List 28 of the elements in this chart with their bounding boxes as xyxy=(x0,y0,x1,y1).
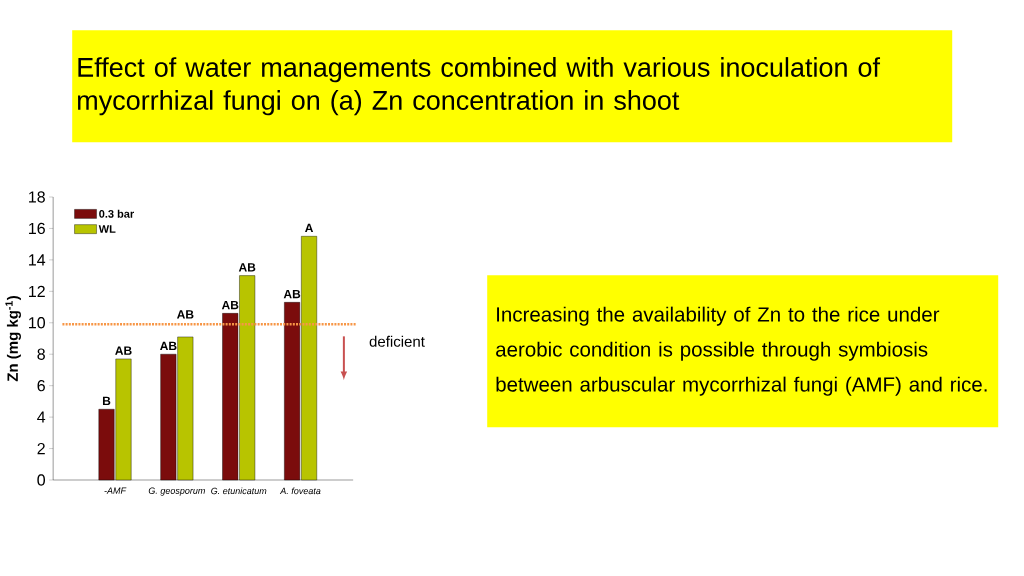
y-axis-title: Zn (mg kg$^{-1}$) xyxy=(5,296,21,382)
x-tick-label: G. geosporum xyxy=(148,487,205,496)
annotation: B xyxy=(102,396,111,406)
y-tick-label: 2 xyxy=(37,442,45,455)
x-tick-label: A. foveata xyxy=(279,487,321,495)
annotation: AB xyxy=(238,263,256,272)
y-tick-label: 6 xyxy=(37,380,45,392)
annotation: AB xyxy=(283,289,301,299)
annotation: A xyxy=(305,223,314,233)
x-tick-label: G. etunicatum xyxy=(211,487,267,495)
y-tick-label: 16 xyxy=(29,222,45,235)
y-tick-label: 10 xyxy=(29,317,45,329)
text: Effect of water managements combined with various inoculation of mycorrhizal fungi on (a) Zn concentration in shoot xyxy=(78,57,881,116)
annotation: AB xyxy=(160,341,177,351)
annotation: AB xyxy=(115,346,132,355)
annotation: AB xyxy=(176,310,194,319)
legend-label: 0.3 bar xyxy=(99,209,135,218)
legend-label: WL xyxy=(98,225,116,233)
y-tick-label: 4 xyxy=(37,411,46,423)
x-tick-label: -AMF xyxy=(104,487,127,494)
y-tick-label: 14 xyxy=(29,254,46,266)
text: Increasing the availability of Zn to the rice under aerobic condition is possible through symbiosis between arbuscular mycorrhizal fungi (AMF) and rice. xyxy=(496,306,987,396)
ref-line-label: deficient xyxy=(369,335,425,347)
y-tick-label: 8 xyxy=(37,348,45,360)
y-tick-label: 12 xyxy=(29,285,45,297)
annotation: AB xyxy=(221,300,239,310)
y-tick-label: 18 xyxy=(29,191,45,203)
y-tick-label: 0 xyxy=(37,474,46,486)
